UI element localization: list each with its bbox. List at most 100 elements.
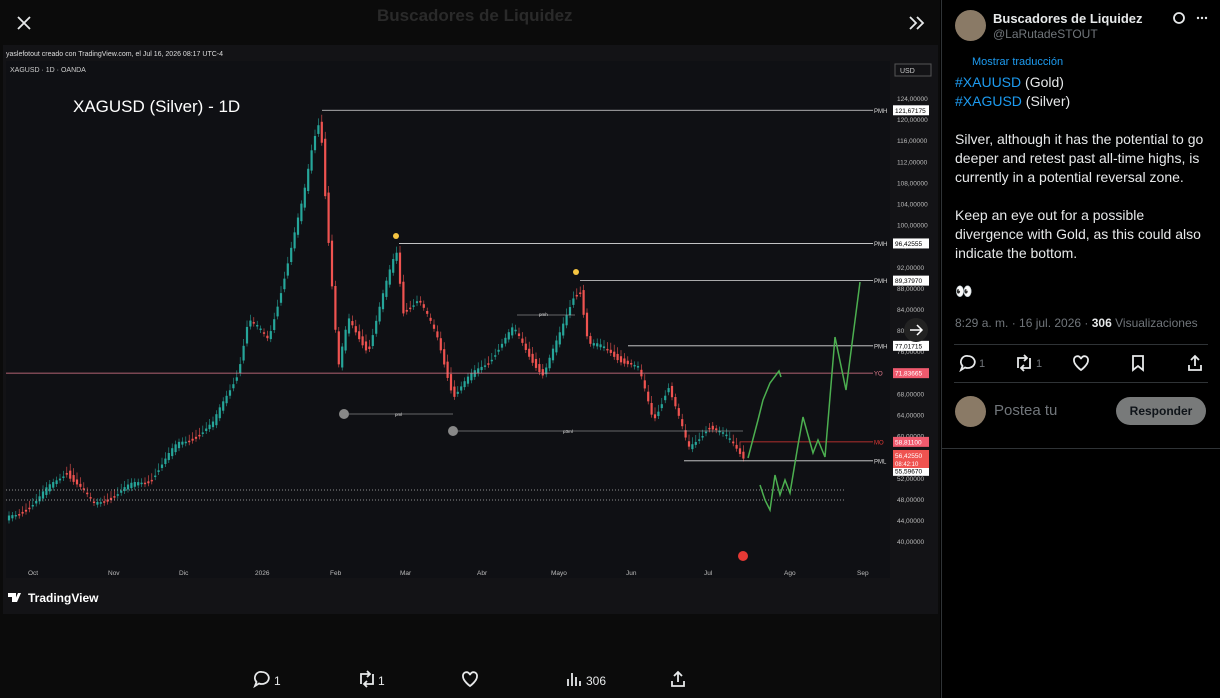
- share-icon[interactable]: [1186, 354, 1204, 372]
- candle-body: [164, 458, 167, 465]
- last-price: 56,42550: [895, 453, 922, 460]
- repost-icon[interactable]: [357, 670, 377, 688]
- candle-body: [606, 348, 609, 351]
- hashtag[interactable]: #XAGUSD: [955, 93, 1022, 109]
- candle-body: [636, 366, 640, 368]
- candle-body: [579, 292, 582, 294]
- month-label: Oct: [28, 570, 38, 577]
- candle-body: [735, 444, 738, 449]
- share-icon[interactable]: [669, 670, 687, 688]
- media-viewer: Buscadores de Liquidez yaslefotout cread…: [0, 0, 940, 698]
- like-icon[interactable]: [1072, 354, 1090, 372]
- candle-body: [562, 323, 565, 336]
- candle-body: [181, 441, 184, 445]
- expand-button[interactable]: [906, 13, 928, 33]
- candle-body: [483, 365, 487, 367]
- hashtag[interactable]: #XAUUSD: [955, 74, 1022, 90]
- price-label: 100,00000: [897, 223, 928, 230]
- candle-body: [528, 348, 531, 357]
- symbol: XAGUSD · 1D · OANDA: [10, 67, 86, 74]
- candle-body: [290, 247, 293, 262]
- candle-body: [589, 336, 592, 344]
- author-name[interactable]: Buscadores de Liquidez: [993, 11, 1143, 26]
- repost-icon[interactable]: [1014, 354, 1034, 372]
- candle-body: [198, 434, 201, 437]
- reply-input[interactable]: Postea tu: [994, 402, 1058, 419]
- candle-body: [681, 419, 684, 427]
- annotation: p3ml: [563, 429, 573, 434]
- candle-body: [273, 319, 276, 330]
- candle-body: [738, 448, 742, 454]
- candle-body: [443, 349, 446, 365]
- candle-body: [215, 414, 218, 426]
- candle-body: [361, 336, 364, 346]
- candle-body: [201, 432, 204, 434]
- reply-button[interactable]: Responder: [1116, 397, 1206, 425]
- author-handle[interactable]: @LaRutadeSTOUT: [993, 27, 1098, 41]
- countdown: 08:42:10: [895, 462, 919, 468]
- post-panel: Buscadores de Liquidez @LaRutadeSTOUT Mo…: [941, 0, 1220, 698]
- month-label: Mar: [400, 570, 412, 577]
- candle-body: [269, 331, 272, 340]
- candle-body: [249, 320, 252, 327]
- candle-body: [694, 441, 697, 445]
- candle-body: [28, 507, 31, 510]
- post-meta: 8:29 a. m. · 16 jul. 2026 · 306 Visualiz…: [955, 316, 1198, 330]
- pivot-marker: [448, 426, 458, 436]
- candle-body: [531, 353, 534, 363]
- candle-body: [75, 479, 79, 485]
- level-tag: MO: [874, 440, 884, 446]
- candle-body: [585, 312, 589, 337]
- level-price-box: [893, 105, 929, 116]
- candle-body: [154, 475, 157, 478]
- candle-body: [650, 403, 653, 415]
- avatar[interactable]: [955, 10, 986, 41]
- candle-body: [619, 356, 623, 363]
- candle-body: [82, 488, 85, 490]
- views-icon[interactable]: [566, 670, 582, 688]
- candle-body: [344, 329, 347, 351]
- candle-body: [432, 324, 436, 329]
- level-price: 71,83665: [895, 371, 922, 378]
- candle-body: [429, 317, 432, 321]
- candle-body: [419, 300, 422, 303]
- bookmark-icon[interactable]: [1130, 354, 1146, 372]
- candle-body: [62, 476, 65, 478]
- candle-body: [412, 305, 415, 307]
- translate-link[interactable]: Mostrar traducción: [972, 56, 1064, 68]
- post-menu[interactable]: [1172, 10, 1212, 26]
- month-label: Dic: [179, 570, 189, 577]
- candle-body: [99, 502, 102, 504]
- candle-body: [402, 281, 405, 314]
- chart-image: yaslefotout creado con TradingView.com, …: [3, 45, 938, 614]
- candle-body: [364, 341, 368, 351]
- brand: TradingView: [28, 591, 99, 605]
- price-label: 120,00000: [897, 117, 928, 124]
- candle-body: [334, 286, 337, 330]
- last-price-box: [893, 450, 929, 468]
- candle-body: [72, 475, 75, 482]
- reply-icon[interactable]: [959, 354, 977, 372]
- price-label: 76,00000: [897, 349, 924, 356]
- price-label: 52,00000: [897, 476, 924, 483]
- candle-body: [133, 482, 136, 487]
- candle-body: [130, 482, 133, 489]
- candle-body: [313, 135, 317, 151]
- candle-body: [14, 514, 17, 517]
- plot-area: [6, 61, 890, 578]
- candle-body: [103, 501, 106, 503]
- like-icon[interactable]: [461, 670, 479, 688]
- candle-body: [596, 343, 599, 347]
- reply-icon[interactable]: [253, 670, 271, 688]
- candle-body: [415, 301, 419, 304]
- level-price-box: [893, 465, 929, 476]
- candle-body: [453, 386, 456, 397]
- month-label: 2026: [255, 570, 270, 577]
- price-label: 112,00000: [897, 159, 928, 166]
- candle-body: [65, 473, 68, 475]
- candle-body: [633, 364, 636, 367]
- close-button[interactable]: [14, 13, 34, 33]
- candle-body: [18, 514, 21, 516]
- candle-body: [116, 494, 119, 496]
- hashtag-line: #XAUUSD (Gold): [955, 73, 1213, 92]
